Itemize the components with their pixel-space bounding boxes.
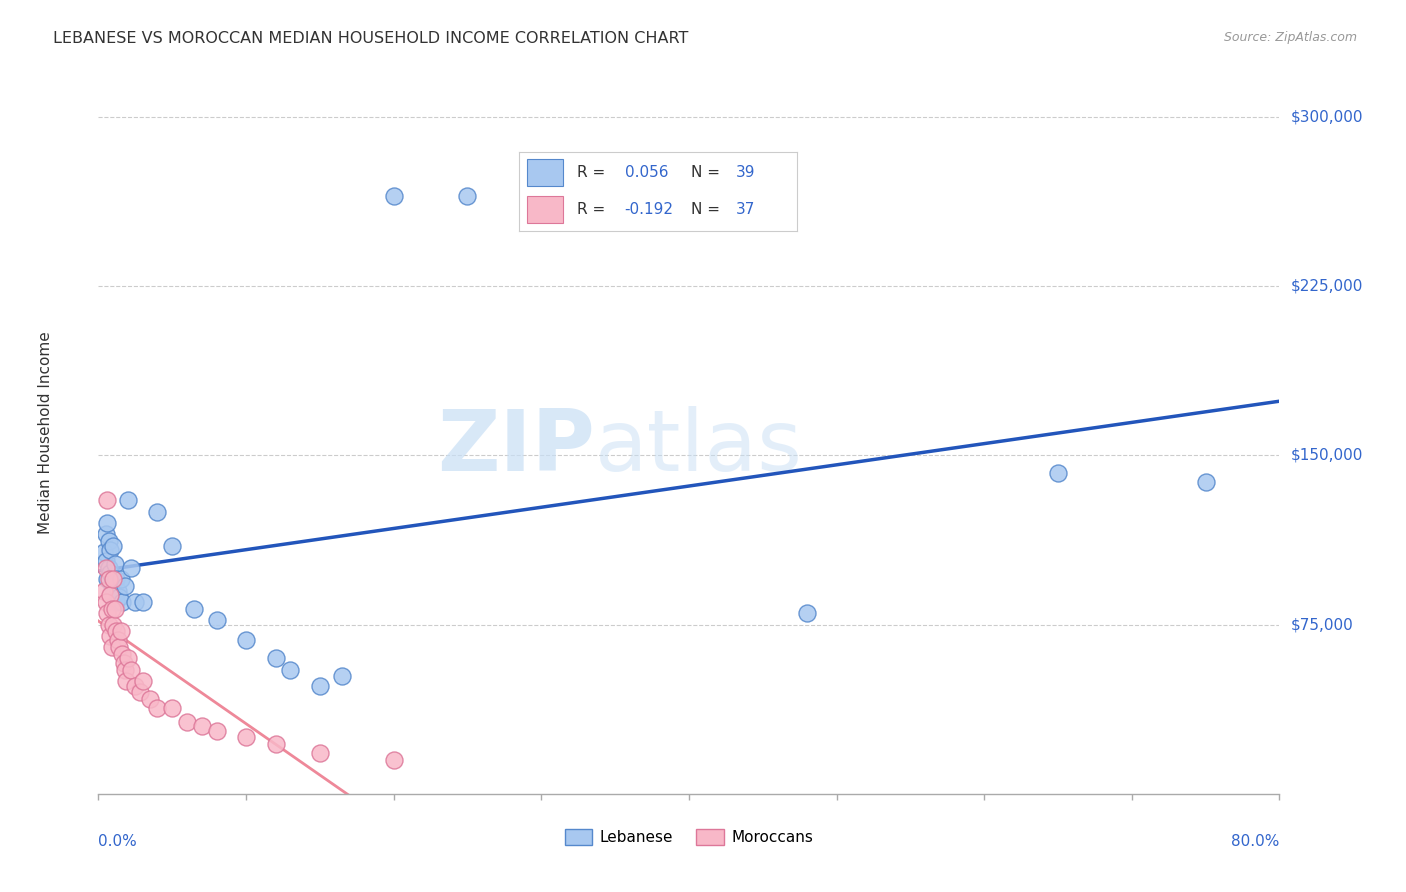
Text: $150,000: $150,000 <box>1291 448 1362 463</box>
Point <box>1046 467 1070 481</box>
Text: ZIP: ZIP <box>437 406 595 489</box>
Point <box>117 493 139 508</box>
Point <box>98 629 121 643</box>
Point <box>124 595 146 609</box>
Text: Source: ZipAtlas.com: Source: ZipAtlas.com <box>1223 31 1357 45</box>
Text: 0.0%: 0.0% <box>98 834 138 848</box>
Point <box>98 543 121 558</box>
Point <box>98 588 121 602</box>
Point <box>120 561 142 575</box>
Point <box>94 595 117 609</box>
Text: 39: 39 <box>735 165 755 179</box>
Point <box>96 516 118 530</box>
FancyBboxPatch shape <box>527 196 564 223</box>
Text: 0.056: 0.056 <box>624 165 668 179</box>
Text: LEBANESE VS MOROCCAN MEDIAN HOUSEHOLD INCOME CORRELATION CHART: LEBANESE VS MOROCCAN MEDIAN HOUSEHOLD IN… <box>53 31 689 46</box>
Point <box>1195 475 1218 490</box>
Point <box>382 753 405 767</box>
Point <box>132 595 155 609</box>
Point <box>103 539 125 553</box>
Point <box>104 557 127 571</box>
Point <box>115 673 138 688</box>
Text: Median Household Income: Median Household Income <box>38 331 53 534</box>
Point <box>94 561 117 575</box>
Point <box>183 601 205 615</box>
Point <box>162 701 183 715</box>
Text: -0.192: -0.192 <box>624 202 673 217</box>
Point <box>191 719 214 733</box>
Point <box>530 188 553 202</box>
Point <box>309 746 332 760</box>
Point <box>110 624 132 639</box>
Point <box>105 624 128 639</box>
Point <box>114 579 136 593</box>
Point <box>309 678 332 692</box>
Point <box>162 539 183 553</box>
Point <box>132 673 155 688</box>
Point <box>457 188 479 202</box>
Point <box>100 579 122 593</box>
Point <box>100 640 122 654</box>
Point <box>146 701 169 715</box>
Point <box>110 573 132 587</box>
Point <box>120 663 142 677</box>
Point <box>104 601 127 615</box>
Text: R =: R = <box>578 165 606 179</box>
Point <box>98 566 121 580</box>
Point <box>96 607 118 621</box>
Point <box>280 663 302 677</box>
Point <box>97 533 120 548</box>
Point <box>103 573 125 587</box>
Point <box>796 607 818 621</box>
Point <box>105 573 128 587</box>
Point <box>105 595 128 609</box>
Point <box>94 554 117 568</box>
Point <box>103 588 125 602</box>
Point <box>93 583 115 598</box>
Point <box>108 591 131 605</box>
Point <box>96 493 118 508</box>
Point <box>107 633 129 648</box>
Point <box>97 561 120 575</box>
Point <box>264 737 287 751</box>
Point <box>97 617 120 632</box>
Point <box>205 723 228 738</box>
Point <box>100 601 122 615</box>
Point <box>107 583 129 598</box>
Text: $300,000: $300,000 <box>1291 109 1362 124</box>
Point <box>108 640 131 654</box>
Point <box>112 656 135 670</box>
Point <box>124 678 146 692</box>
Point <box>117 651 139 665</box>
Point <box>382 188 405 202</box>
Point <box>103 617 125 632</box>
Point <box>97 573 120 587</box>
Point <box>111 647 134 661</box>
Text: atlas: atlas <box>595 406 803 489</box>
Point <box>94 527 117 541</box>
Text: N =: N = <box>692 202 720 217</box>
Text: 80.0%: 80.0% <box>1232 834 1279 848</box>
Point <box>146 505 169 519</box>
Point <box>330 669 353 683</box>
Text: $75,000: $75,000 <box>1291 617 1354 632</box>
Point <box>264 651 287 665</box>
Point <box>114 663 136 677</box>
Point <box>111 595 134 609</box>
Point <box>235 731 257 745</box>
Point <box>139 692 162 706</box>
Point <box>128 685 150 699</box>
Text: R =: R = <box>578 202 606 217</box>
FancyBboxPatch shape <box>527 159 564 186</box>
Legend: Lebanese, Moroccans: Lebanese, Moroccans <box>558 823 820 851</box>
Point <box>235 633 257 648</box>
Point <box>93 545 115 559</box>
Text: N =: N = <box>692 165 720 179</box>
Point <box>176 714 198 729</box>
Point <box>205 613 228 627</box>
Point <box>96 573 118 587</box>
Text: $225,000: $225,000 <box>1291 278 1362 293</box>
Text: 37: 37 <box>735 202 755 217</box>
